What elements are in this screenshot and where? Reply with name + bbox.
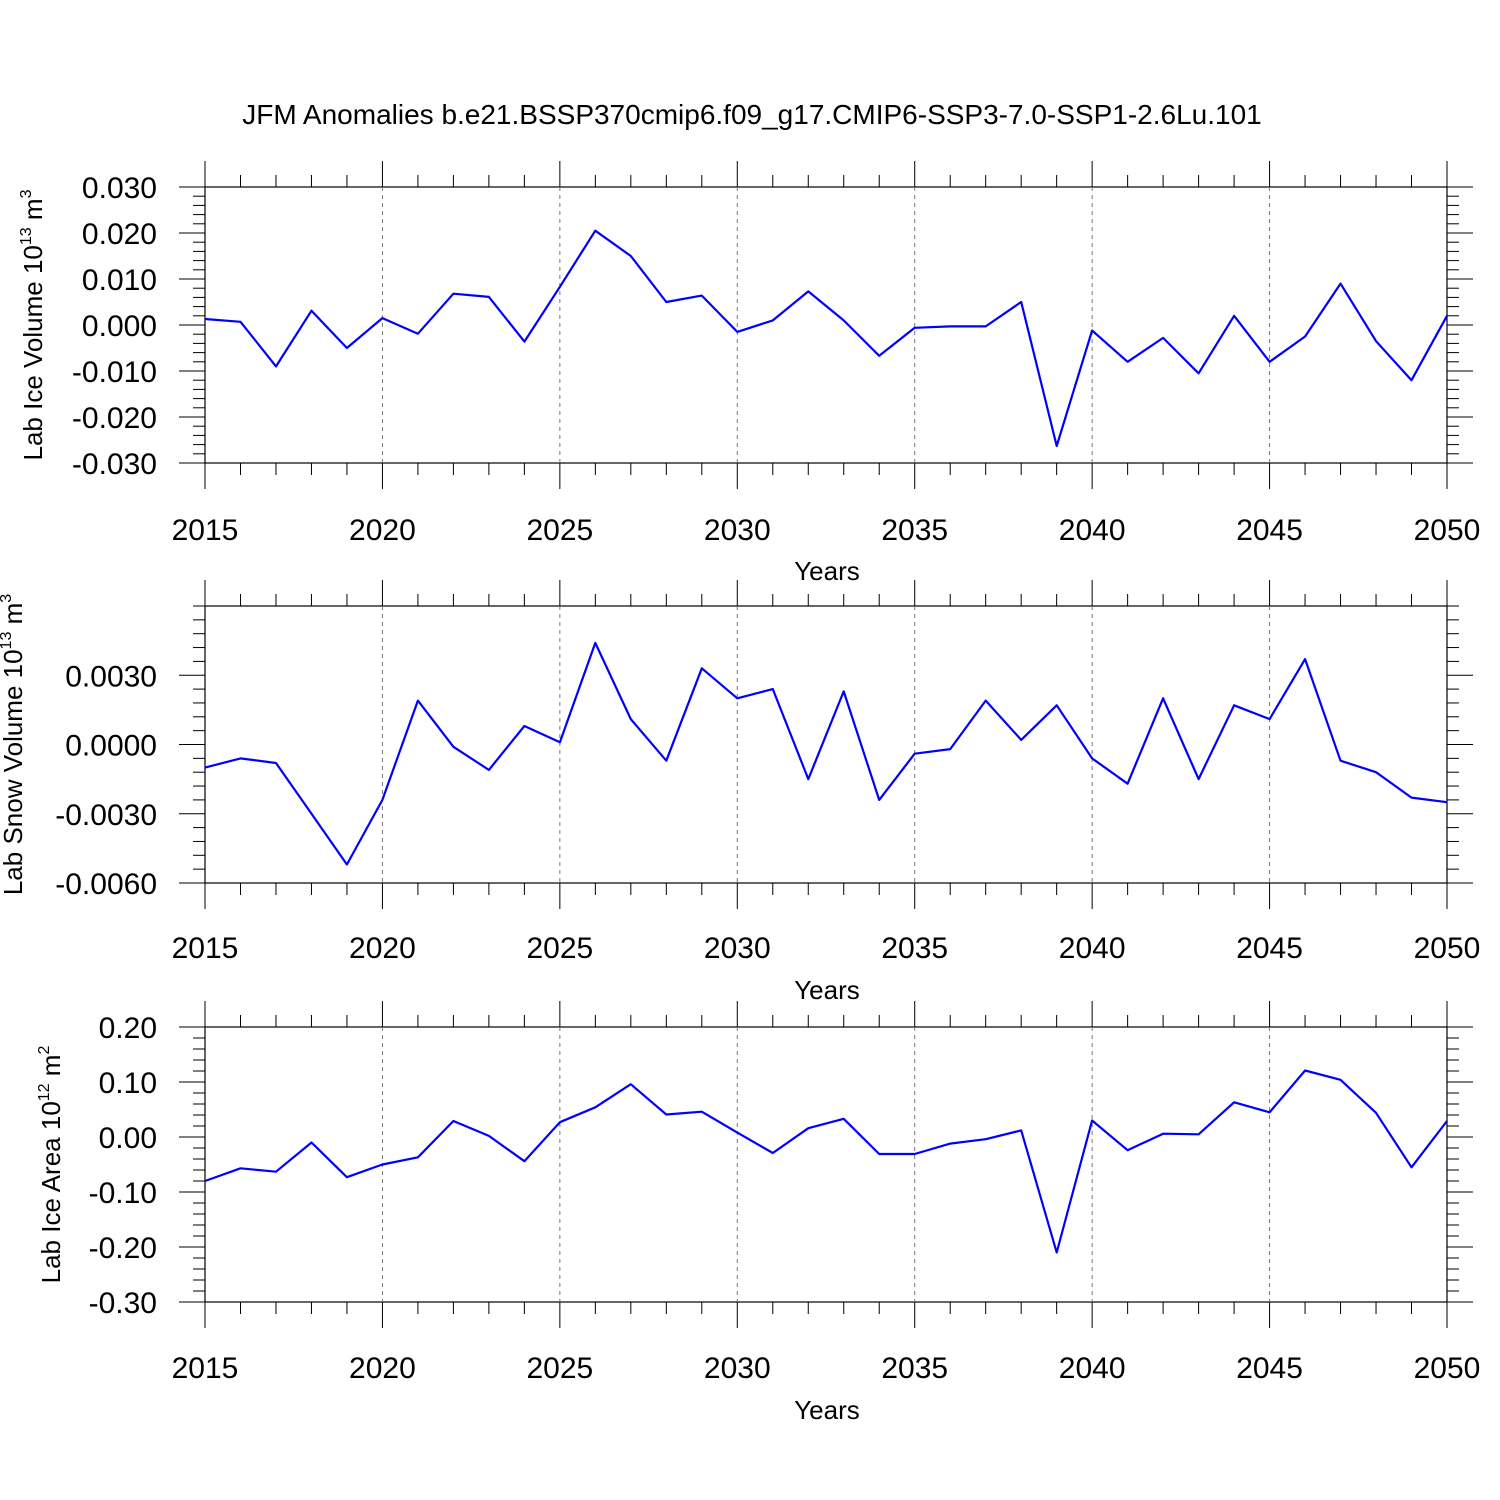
x-tick-label: 2015 [172, 514, 239, 547]
x-tick-label: 2030 [704, 932, 771, 965]
y-tick-label: 0.00 [99, 1122, 157, 1155]
x-tick-label: 2035 [881, 932, 948, 965]
panel-3: 2015 2020 2025 2030 2035 2040 2045 2050 0.20 0.10… [36, 1001, 1480, 1425]
y-tick-label: 0.020 [82, 218, 157, 251]
x-tick-label: 2015 [172, 932, 239, 965]
x-tick-label: 2050 [1414, 1352, 1481, 1385]
x-tick-label: 2030 [704, 514, 771, 547]
x-tick-label: 2030 [704, 1352, 771, 1385]
x-tick-label: 2025 [526, 1352, 593, 1385]
series-line [204, 641, 1448, 866]
x-tick-label: 2035 [881, 1352, 948, 1385]
x-tick-label: 2015 [172, 1352, 239, 1385]
y-tick-label: 0.000 [82, 310, 157, 343]
x-tick-label: 2050 [1414, 932, 1481, 965]
x-tick-label: 2020 [349, 514, 416, 547]
y-tick-label: -0.10 [89, 1177, 157, 1210]
x-axis-label: Years [794, 975, 860, 1005]
series-line [204, 229, 1448, 448]
series-line [204, 1069, 1448, 1254]
y-tick-label: 0.030 [82, 172, 157, 205]
x-tick-label: 2050 [1414, 514, 1481, 547]
plot-frame [204, 186, 1448, 464]
x-tick-label: 2020 [349, 1352, 416, 1385]
y-tick-label: -0.020 [72, 402, 157, 435]
y-tick-label: -0.30 [89, 1287, 157, 1320]
y-tick-label: 0.0030 [65, 660, 157, 693]
x-tick-label: 2025 [526, 514, 593, 547]
x-tick-label: 2035 [881, 514, 948, 547]
plot-frame [204, 1026, 1448, 1303]
panel-2: 2015 2020 2025 2030 2035 2040 2045 2050 0.0030 0.… [0, 580, 1480, 1005]
x-tick-label: 2025 [526, 932, 593, 965]
x-tick-label: 2020 [349, 932, 416, 965]
y-tick-label: 0.010 [82, 264, 157, 297]
panel-1: 2015 2020 2025 2030 2035 2040 2045 2050 0.030 0.0… [18, 161, 1480, 586]
x-tick-label: 2045 [1236, 514, 1303, 547]
y-tick-label: 0.20 [99, 1012, 157, 1045]
y-tick-label: -0.030 [72, 448, 157, 481]
y-tick-label: 0.10 [99, 1067, 157, 1100]
plot-frame [204, 605, 1448, 884]
y-tick-label: -0.0030 [55, 799, 157, 832]
x-tick-label: 2040 [1059, 932, 1126, 965]
x-axis-label: Years [794, 1395, 860, 1425]
x-tick-label: 2045 [1236, 1352, 1303, 1385]
x-tick-label: 2040 [1059, 1352, 1126, 1385]
x-tick-label: 2045 [1236, 932, 1303, 965]
x-axis-label: Years [794, 556, 860, 586]
y-tick-label: 0.0000 [65, 730, 157, 763]
figure-title: JFM Anomalies b.e21.BSSP370cmip6.f09_g17… [242, 99, 1261, 130]
y-tick-label: -0.20 [89, 1232, 157, 1265]
y-tick-label: -0.010 [72, 356, 157, 389]
y-axis-label: Lab Ice Volume 1013 m3 [18, 189, 48, 460]
y-axis-label: Lab Ice Area 1012 m2 [36, 1046, 66, 1284]
y-axis-label: Lab Snow Volume 1013 m3 [0, 594, 28, 895]
x-tick-label: 2040 [1059, 514, 1126, 547]
y-tick-label: -0.0060 [55, 868, 157, 901]
